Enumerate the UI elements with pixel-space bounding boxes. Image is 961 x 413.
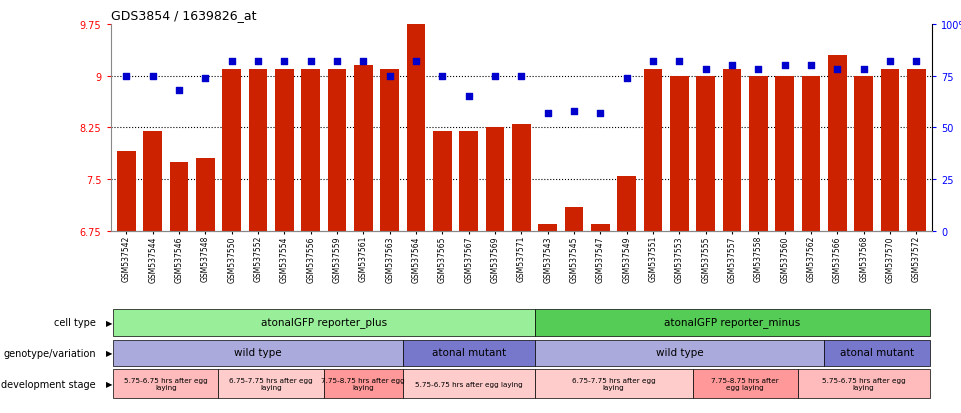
Bar: [249, 69, 267, 231]
Point: [118, 73, 134, 80]
Text: 5.75-6.75 hrs after egg laying: 5.75-6.75 hrs after egg laying: [415, 381, 523, 387]
Text: 5.75-6.75 hrs after egg
laying: 5.75-6.75 hrs after egg laying: [822, 377, 905, 390]
Point: [514, 73, 530, 80]
Bar: [222, 69, 241, 231]
Text: atonal mutant: atonal mutant: [431, 347, 505, 358]
Bar: [403, 369, 534, 398]
Point: [224, 59, 239, 65]
Bar: [801, 76, 821, 231]
Point: [829, 67, 845, 74]
Bar: [828, 56, 847, 231]
Bar: [433, 131, 452, 231]
Bar: [798, 369, 929, 398]
Bar: [117, 152, 136, 231]
Text: ▶: ▶: [106, 318, 112, 327]
Point: [672, 59, 687, 65]
Bar: [534, 309, 929, 336]
Point: [250, 59, 265, 65]
Text: wild type: wild type: [655, 347, 703, 358]
Bar: [565, 207, 583, 231]
Bar: [723, 69, 741, 231]
Bar: [776, 76, 794, 231]
Point: [171, 88, 186, 94]
Bar: [534, 340, 825, 366]
Bar: [302, 69, 320, 231]
Point: [408, 59, 424, 65]
Text: GDS3854 / 1639826_at: GDS3854 / 1639826_at: [111, 9, 256, 22]
Text: ▶: ▶: [106, 379, 112, 388]
Bar: [170, 162, 188, 231]
Bar: [459, 131, 478, 231]
Text: 7.75-8.75 hrs after egg
laying: 7.75-8.75 hrs after egg laying: [322, 377, 406, 390]
Point: [725, 63, 740, 69]
Text: genotype/variation: genotype/variation: [4, 348, 96, 358]
Bar: [381, 69, 399, 231]
Text: atonalGFP reporter_minus: atonalGFP reporter_minus: [664, 316, 801, 328]
Text: atonal mutant: atonal mutant: [840, 347, 914, 358]
Bar: [538, 224, 556, 231]
Bar: [907, 69, 925, 231]
Point: [909, 59, 924, 65]
Point: [487, 73, 503, 80]
Text: 5.75-6.75 hrs after egg
laying: 5.75-6.75 hrs after egg laying: [124, 377, 208, 390]
Bar: [113, 369, 218, 398]
Text: 7.75-8.75 hrs after
egg laying: 7.75-8.75 hrs after egg laying: [711, 377, 779, 390]
Bar: [328, 69, 346, 231]
Bar: [534, 369, 693, 398]
Text: cell type: cell type: [54, 318, 96, 328]
Bar: [218, 369, 324, 398]
Point: [882, 59, 898, 65]
Bar: [825, 340, 929, 366]
Bar: [881, 69, 899, 231]
Point: [566, 108, 581, 115]
Bar: [196, 159, 214, 231]
Bar: [407, 25, 425, 231]
Point: [461, 94, 477, 100]
Point: [803, 63, 819, 69]
Bar: [750, 76, 768, 231]
Point: [540, 110, 555, 117]
Text: 6.75-7.75 hrs after egg
laying: 6.75-7.75 hrs after egg laying: [230, 377, 313, 390]
Bar: [113, 340, 403, 366]
Bar: [354, 66, 373, 231]
Bar: [143, 131, 161, 231]
Text: ▶: ▶: [106, 349, 112, 358]
Point: [619, 75, 634, 82]
Point: [698, 67, 713, 74]
Point: [751, 67, 766, 74]
Text: wild type: wild type: [234, 347, 282, 358]
Point: [145, 73, 160, 80]
Point: [646, 59, 661, 65]
Bar: [512, 125, 530, 231]
Bar: [403, 340, 534, 366]
Text: atonalGFP reporter_plus: atonalGFP reporter_plus: [260, 316, 387, 328]
Bar: [697, 76, 715, 231]
Point: [382, 73, 397, 80]
Bar: [324, 369, 403, 398]
Bar: [591, 224, 609, 231]
Bar: [618, 176, 636, 231]
Point: [330, 59, 345, 65]
Point: [856, 67, 872, 74]
Bar: [275, 69, 293, 231]
Text: 6.75-7.75 hrs after egg
laying: 6.75-7.75 hrs after egg laying: [572, 377, 655, 390]
Bar: [670, 76, 689, 231]
Point: [434, 73, 450, 80]
Text: development stage: development stage: [2, 379, 96, 389]
Point: [277, 59, 292, 65]
Bar: [486, 128, 505, 231]
Bar: [113, 309, 534, 336]
Bar: [693, 369, 798, 398]
Point: [356, 59, 371, 65]
Bar: [854, 76, 873, 231]
Bar: [644, 69, 662, 231]
Point: [198, 75, 213, 82]
Point: [303, 59, 318, 65]
Point: [777, 63, 793, 69]
Point: [593, 110, 608, 117]
